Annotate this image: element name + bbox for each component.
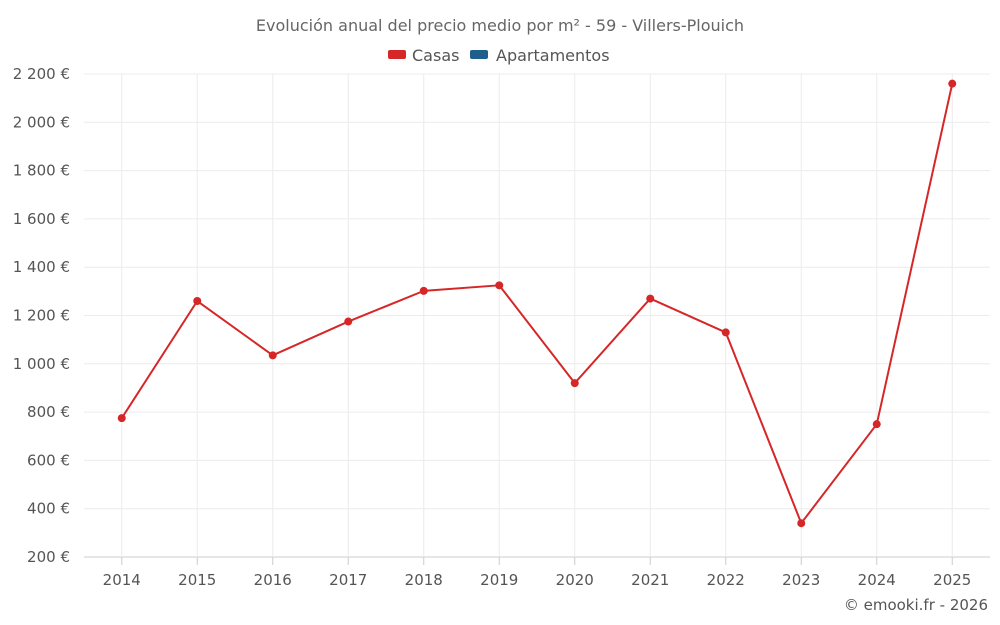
y-axis-labels: 200 € 400 € 600 € 800 € 1 000 € 1 200 € 1 400 …: [13, 65, 70, 566]
y-tick-label: 1 000 €: [13, 355, 70, 373]
data-point-casas-2016[interactable]: [268, 351, 277, 360]
data-point-casas-2015[interactable]: [193, 297, 202, 306]
y-tick-label: 200 €: [27, 548, 70, 566]
y-tick-label: 2 000 €: [13, 113, 70, 131]
data-point-casas-2022[interactable]: [721, 328, 730, 337]
y-tick-label: 1 800 €: [13, 162, 70, 180]
data-point-casas-2018[interactable]: [419, 286, 428, 295]
x-tick-label: 2017: [329, 571, 367, 589]
data-point-casas-2014[interactable]: [117, 414, 126, 423]
x-tick-label: 2015: [178, 571, 216, 589]
y-gridlines: [84, 73, 990, 558]
y-tick-label: 1 400 €: [13, 258, 70, 276]
legend-item-apartamentos[interactable]: Apartamentos: [470, 46, 610, 65]
y-tick-label: 1 200 €: [13, 307, 70, 325]
legend-swatch-casas: [388, 50, 406, 59]
data-point-casas-2023[interactable]: [797, 519, 806, 528]
legend: Casas Apartamentos: [388, 46, 610, 65]
x-tick-label: 2023: [782, 571, 820, 589]
x-tick-label: 2021: [631, 571, 669, 589]
x-tick-label: 2024: [858, 571, 896, 589]
x-tick-label: 2025: [933, 571, 971, 589]
legend-label-apartamentos: Apartamentos: [496, 46, 610, 65]
data-point-casas-2019[interactable]: [495, 281, 504, 290]
y-tick-label: 600 €: [27, 451, 70, 469]
y-tick-label: 400 €: [27, 500, 70, 518]
series-layer: [117, 79, 957, 528]
y-tick-label: 1 600 €: [13, 210, 70, 228]
x-tick-label: 2016: [254, 571, 292, 589]
x-tick-label: 2014: [103, 571, 141, 589]
chart-title: Evolución anual del precio medio por m² …: [256, 16, 744, 35]
data-point-casas-2017[interactable]: [344, 317, 353, 326]
series-line-casas: [120, 83, 954, 525]
legend-label-casas: Casas: [412, 46, 459, 65]
data-point-casas-2021[interactable]: [646, 294, 655, 303]
data-point-casas-2020[interactable]: [570, 379, 579, 388]
legend-swatch-apartamentos: [470, 50, 488, 59]
x-tick-label: 2020: [556, 571, 594, 589]
x-gridlines: [121, 74, 953, 565]
credit-text: © emooki.fr - 2026: [844, 596, 988, 614]
data-point-casas-2025[interactable]: [948, 79, 957, 88]
data-point-casas-2024[interactable]: [872, 420, 881, 429]
x-tick-label: 2018: [405, 571, 443, 589]
x-tick-label: 2022: [707, 571, 745, 589]
y-tick-label: 2 200 €: [13, 65, 70, 83]
y-tick-label: 800 €: [27, 403, 70, 421]
legend-item-casas[interactable]: Casas: [388, 46, 459, 65]
x-tick-label: 2019: [480, 571, 518, 589]
x-axis-labels: 2014 2015 2016 2017 2018 2019 2020 2021 2022 2023…: [103, 571, 972, 589]
